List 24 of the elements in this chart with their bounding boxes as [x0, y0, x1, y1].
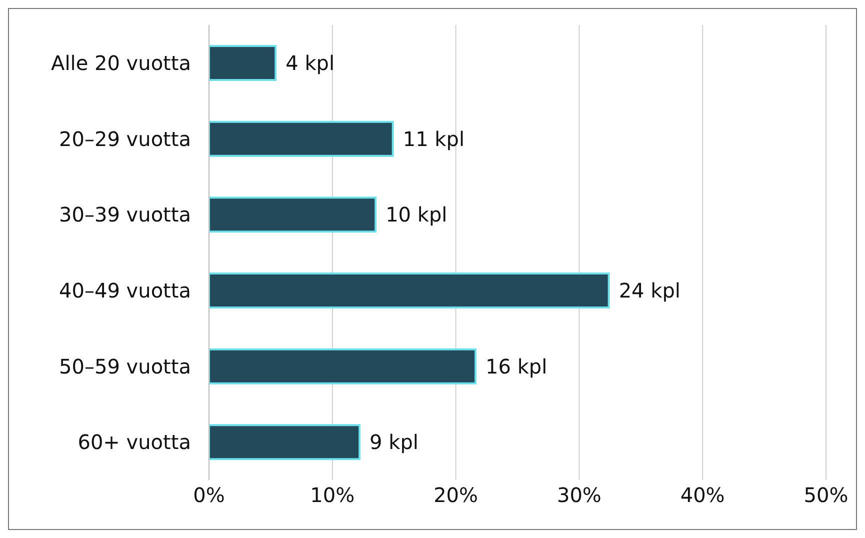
- annotation: 11 kpl: [402, 126, 465, 151]
- y-tick-label: Alle 20 vuotta: [51, 51, 191, 76]
- bar: [209, 348, 477, 384]
- x-tick-label: 50%: [804, 483, 848, 508]
- bar: [209, 424, 361, 460]
- bar: [209, 196, 377, 233]
- y-tick-label: 40–49 vuotta: [59, 278, 191, 303]
- x-tick-label: 0%: [193, 483, 225, 508]
- y-tick-label: 20–29 vuotta: [59, 126, 191, 151]
- y-tick-label: 60+ vuotta: [78, 430, 191, 454]
- annotation: 24 kpl: [618, 278, 680, 303]
- y-tick-label: 50–59 vuotta: [59, 354, 191, 378]
- x-tick-label: 30%: [556, 483, 602, 508]
- bar: [209, 272, 610, 308]
- annotation: 9 kpl: [370, 430, 418, 454]
- x-tick-label: 40%: [680, 483, 725, 508]
- annotation: 4 kpl: [286, 51, 335, 76]
- annotation: 16 kpl: [486, 354, 548, 378]
- x-tick-label: 10%: [310, 483, 355, 508]
- x-tick-label: 20%: [434, 483, 478, 508]
- bar: [209, 45, 277, 81]
- y-tick-label: 30–39 vuotta: [59, 202, 191, 227]
- bar: [209, 120, 394, 157]
- annotation: 10 kpl: [386, 202, 448, 227]
